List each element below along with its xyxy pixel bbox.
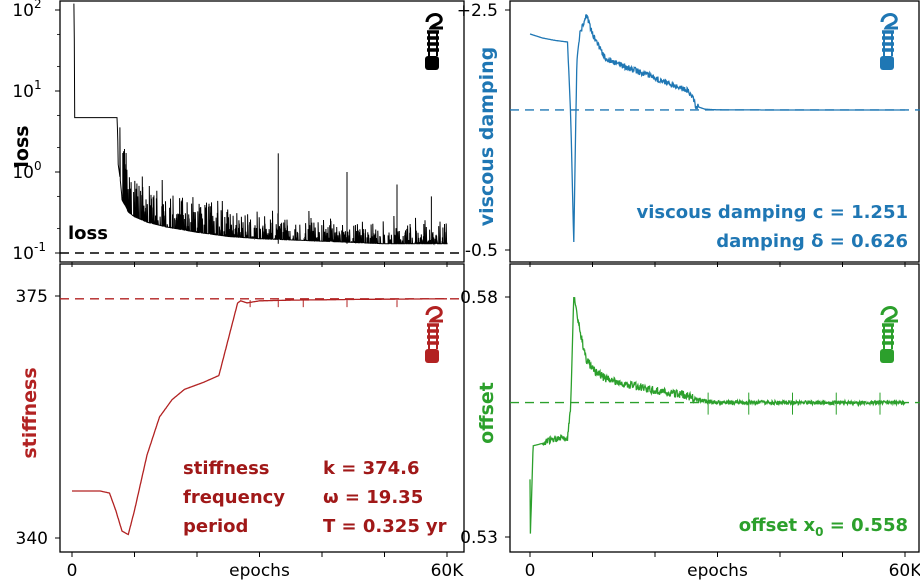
annotation-equals: =: [823, 202, 851, 223]
annotation-name: viscous damping: [636, 202, 806, 223]
annotation-name: offset: [739, 515, 798, 536]
panel-frame: [59, 263, 465, 553]
annotation-number: 0.325: [363, 516, 420, 537]
spring-rails: [883, 32, 893, 56]
y-tick-label: 10: [12, 1, 34, 21]
y-tick-label: 10: [12, 244, 34, 264]
spring-coils: [427, 30, 439, 52]
panel-stiffness: 375 340 0 60K epochs stiffness stiffness k = 37…: [16, 263, 465, 581]
annotation-value: k = 374.6: [323, 458, 420, 479]
spring-mass-icon: [425, 306, 443, 363]
annotation-symbol: x: [803, 515, 815, 536]
y-tick-exponent: 0: [34, 159, 42, 173]
y-tick-label: 0.58: [460, 288, 498, 308]
annotation-equals: =: [335, 458, 363, 479]
y-axis-title: loss: [11, 125, 33, 167]
spring-mass-icon: [880, 306, 898, 363]
y-tick-base: 10: [12, 163, 34, 183]
annotation-name: period: [183, 516, 248, 537]
x-axis-title: epochs: [687, 561, 748, 581]
y-tick-label: +2.5: [457, 1, 498, 21]
y-tick-exponent: 2: [34, 0, 42, 11]
spring-hook: [425, 13, 443, 30]
annotation-number: 374.6: [363, 458, 420, 479]
y-tick-label: 0.53: [460, 528, 498, 548]
series-line-offset: [529, 296, 906, 534]
annotation: offset x0 = 0.558: [739, 515, 908, 539]
y-tick-label: 340: [16, 529, 48, 549]
spring-mass-block: [880, 349, 894, 363]
spring-rails: [428, 32, 438, 56]
panel-frame: [509, 263, 920, 553]
annotation-symbol: c: [813, 202, 824, 223]
series-line-stiffness: [72, 298, 447, 536]
annotation-name: frequency: [183, 487, 285, 508]
y-tick-exponent: 1: [34, 78, 42, 92]
spring-hook: [880, 13, 898, 30]
annotation-equals: =: [823, 515, 851, 536]
annotation-number: 0.626: [851, 231, 908, 252]
y-tick-label: 10: [12, 82, 34, 102]
panel-frame: [509, 0, 920, 263]
annotation-name: stiffness: [183, 458, 270, 479]
annotation-subscript: 0: [815, 525, 823, 539]
annotation: damping δ = 0.626: [716, 231, 908, 252]
spring-mass-block: [425, 349, 439, 363]
spring-coils: [882, 30, 894, 52]
annotation-number: 0.558: [851, 515, 908, 536]
annotation-equals: =: [823, 231, 851, 252]
annotation-name: damping: [716, 231, 805, 252]
spring-mass-block: [425, 56, 439, 70]
spring-rails: [428, 325, 438, 349]
y-axis-title: viscous damping: [476, 47, 498, 226]
y-tick-base: 10: [12, 82, 34, 102]
x-tick-label: 0: [67, 561, 78, 581]
annotation-equals: =: [339, 487, 367, 508]
series-line-damping: [529, 14, 905, 243]
annotation-value: ω = 19.35: [323, 487, 423, 508]
y-tick-exponent: -1: [34, 240, 46, 254]
annotation: viscous damping c = 1.251: [636, 202, 908, 223]
x-axis-title: epochs: [229, 561, 290, 581]
y-axis-title: stiffness: [19, 367, 41, 458]
spring-rails: [883, 325, 893, 349]
spring-coils: [427, 323, 439, 345]
annotation-equals: =: [335, 516, 363, 537]
annotation-unit: yr: [426, 516, 447, 537]
annotation-number: 1.251: [851, 202, 908, 223]
panel-frame: [59, 0, 465, 263]
x-tick-label: 0: [525, 561, 536, 581]
y-tick-label: -0.5: [465, 241, 498, 261]
y-tick-base: 10: [12, 244, 34, 264]
spring-hook: [425, 306, 443, 323]
spring-mass-icon: [425, 13, 443, 70]
y-tick-label: 375: [16, 287, 48, 307]
reference-label: loss: [68, 223, 108, 244]
annotation-number: 19.35: [366, 487, 423, 508]
spring-mass-icon: [880, 13, 898, 70]
x-tick-label: 60K: [431, 561, 465, 581]
spring-mass-block: [880, 56, 894, 70]
annotation-symbol: k: [323, 458, 336, 479]
annotation-symbol: T: [323, 516, 336, 537]
x-tick-label: 60K: [889, 561, 920, 581]
series-line-loss: [73, 3, 448, 246]
annotation-symbol: δ: [811, 231, 823, 252]
spring-coils: [882, 323, 894, 345]
spring-hook: [880, 306, 898, 323]
y-tick-base: 10: [12, 1, 34, 21]
y-tick-label: 10: [12, 163, 34, 183]
y-axis-title: offset: [476, 382, 498, 444]
annotation-symbol: ω: [323, 487, 339, 508]
annotation-value: T = 0.325 yr: [323, 516, 447, 537]
